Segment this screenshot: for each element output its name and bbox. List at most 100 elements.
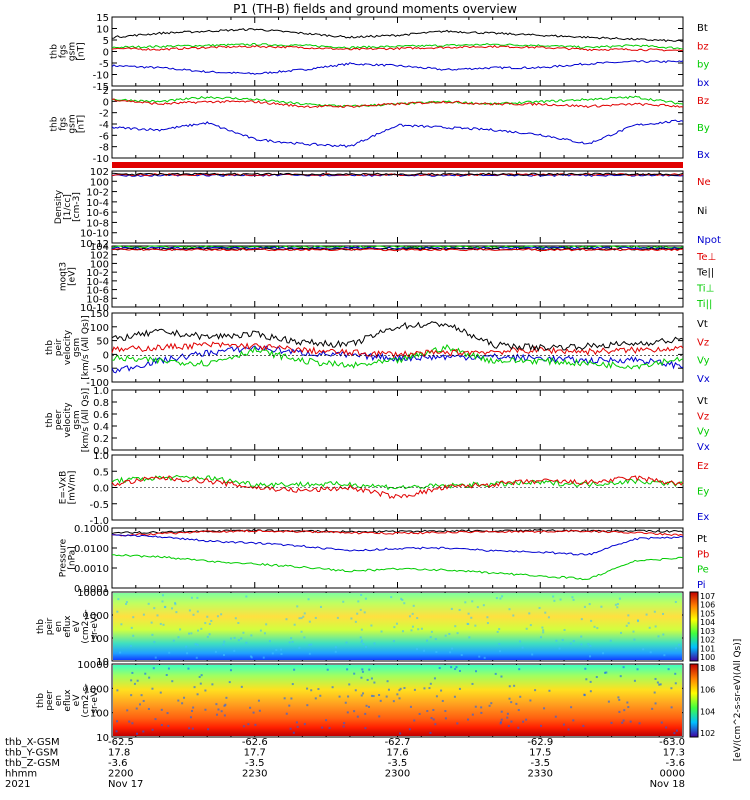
heatmap-speckle xyxy=(365,645,368,648)
series-line-Vt xyxy=(111,321,684,352)
y-axis-label-line: [km/s (All Qs)] xyxy=(81,388,91,452)
y-axis-label-line: thb xyxy=(45,412,55,427)
heatmap-speckle xyxy=(507,724,510,727)
y-axis-label: Density [1/cc] [cm-3] xyxy=(54,189,82,224)
y-tick-label: -10 xyxy=(93,71,109,82)
heatmap-speckle xyxy=(429,636,432,639)
heatmap-speckle xyxy=(508,608,511,611)
heatmap-speckle xyxy=(314,616,317,619)
panel-frame xyxy=(111,16,684,87)
heatmap-speckle xyxy=(308,652,311,655)
heatmap-speckle xyxy=(529,624,532,627)
heatmap-speckle xyxy=(506,716,509,719)
heatmap-speckle xyxy=(572,640,575,643)
heatmap-speckle xyxy=(196,643,199,646)
heatmap-speckle xyxy=(191,727,194,730)
y-axis-label-line: gsm xyxy=(68,114,78,133)
series-line-bx xyxy=(111,60,684,75)
heatmap-speckle xyxy=(364,597,367,600)
heatmap-speckle xyxy=(370,694,373,697)
y-axis-label: Pressure [nPa] xyxy=(59,538,78,577)
heatmap-speckle xyxy=(160,724,163,727)
y-tick-label: 10-10 xyxy=(80,303,109,314)
heatmap-speckle xyxy=(181,702,184,705)
density-bar xyxy=(112,162,683,168)
heatmap-speckle xyxy=(444,634,447,637)
y-tick-label: 10-8 xyxy=(86,294,109,305)
heatmap-speckle xyxy=(499,721,502,724)
heatmap-speckle xyxy=(368,668,371,671)
heatmap-speckle xyxy=(378,715,381,718)
heatmap-speckle xyxy=(344,701,347,704)
heatmap-speckle xyxy=(572,719,575,722)
heatmap-speckle xyxy=(476,606,479,609)
heatmap-speckle xyxy=(308,643,311,646)
y-tick-label: 10-2 xyxy=(86,268,109,279)
heatmap-speckle xyxy=(563,628,566,631)
y-axis-label-line: [1/cc] xyxy=(63,194,73,220)
heatmap-speckle xyxy=(506,712,509,715)
y-tick-label: 100 xyxy=(90,323,109,334)
heatmap-speckle xyxy=(543,707,546,710)
heatmap-speckle xyxy=(259,629,262,632)
heatmap-speckle xyxy=(499,597,502,600)
heatmap-speckle xyxy=(580,643,583,646)
heatmap-speckle xyxy=(531,653,534,656)
x-row-label: thb_X-GSM xyxy=(5,737,60,748)
heatmap-speckle xyxy=(116,610,119,613)
y-tick-label: 100 xyxy=(90,634,109,645)
heatmap-speckle xyxy=(208,633,211,636)
y-tick-label: -8 xyxy=(99,143,109,154)
x-row-value: 2300 xyxy=(385,769,410,780)
x-row-value: -3.5 xyxy=(245,758,265,769)
heatmap-speckle xyxy=(216,615,219,618)
heatmap-speckle xyxy=(454,625,457,628)
legend-entry: Ti⊥ xyxy=(696,283,714,294)
y-tick-label: 10000 xyxy=(77,660,109,671)
heatmap-speckle xyxy=(456,722,459,725)
x-row-value: -3.5 xyxy=(530,758,550,769)
heatmap-speckle xyxy=(177,636,180,639)
heatmap-speckle xyxy=(290,697,293,700)
heatmap-speckle xyxy=(458,608,461,611)
y-tick-label: 102 xyxy=(90,167,109,178)
heatmap-speckle xyxy=(148,676,151,679)
heatmap-speckle xyxy=(370,677,373,680)
heatmap-speckle xyxy=(411,612,414,615)
heatmap-speckle xyxy=(280,648,283,651)
y-axis-label-line: [cm-3] xyxy=(72,192,82,222)
y-axis-label-line: moqt3 xyxy=(59,262,69,291)
heatmap-speckle xyxy=(359,636,362,639)
series-line-Vx xyxy=(111,345,684,374)
heatmap-speckle xyxy=(288,704,291,707)
heatmap-speckle xyxy=(154,656,157,659)
y-tick-label: -100 xyxy=(86,378,109,389)
heatmap-speckle xyxy=(263,632,266,635)
heatmap-speckle xyxy=(373,642,376,645)
y-tick-label: 0.6 xyxy=(93,410,109,421)
y-tick-label: -2 xyxy=(99,109,109,120)
y-tick-label: 0 xyxy=(103,350,109,361)
heatmap-speckle xyxy=(522,720,525,723)
y-tick-label: -15 xyxy=(93,82,109,93)
heatmap-speckle xyxy=(179,628,182,631)
heatmap-speckle xyxy=(659,683,662,686)
heatmap-speckle xyxy=(395,622,398,625)
legend-entry: Vz xyxy=(697,411,709,422)
y-axis-label-line: thb xyxy=(36,693,46,708)
y-axis-label-line: thb xyxy=(50,44,60,59)
y-tick-label: 1000 xyxy=(84,684,109,695)
heatmap-speckle xyxy=(240,637,243,640)
colorbar-tick-label: 102 xyxy=(700,636,715,645)
y-axis-label-line: en xyxy=(54,621,64,632)
heatmap-speckle xyxy=(220,710,223,713)
y-tick-label: 0.8 xyxy=(93,398,109,409)
heatmap-speckle xyxy=(200,674,203,677)
heatmap-speckle xyxy=(499,722,502,725)
heatmap-speckle xyxy=(475,670,478,673)
heatmap-speckle xyxy=(510,701,513,704)
y-tick-label: 100 xyxy=(90,709,109,720)
colorbar-tick-label: 105 xyxy=(700,609,715,618)
x-row-value: -3.6 xyxy=(108,758,128,769)
heatmap-speckle xyxy=(204,622,207,625)
